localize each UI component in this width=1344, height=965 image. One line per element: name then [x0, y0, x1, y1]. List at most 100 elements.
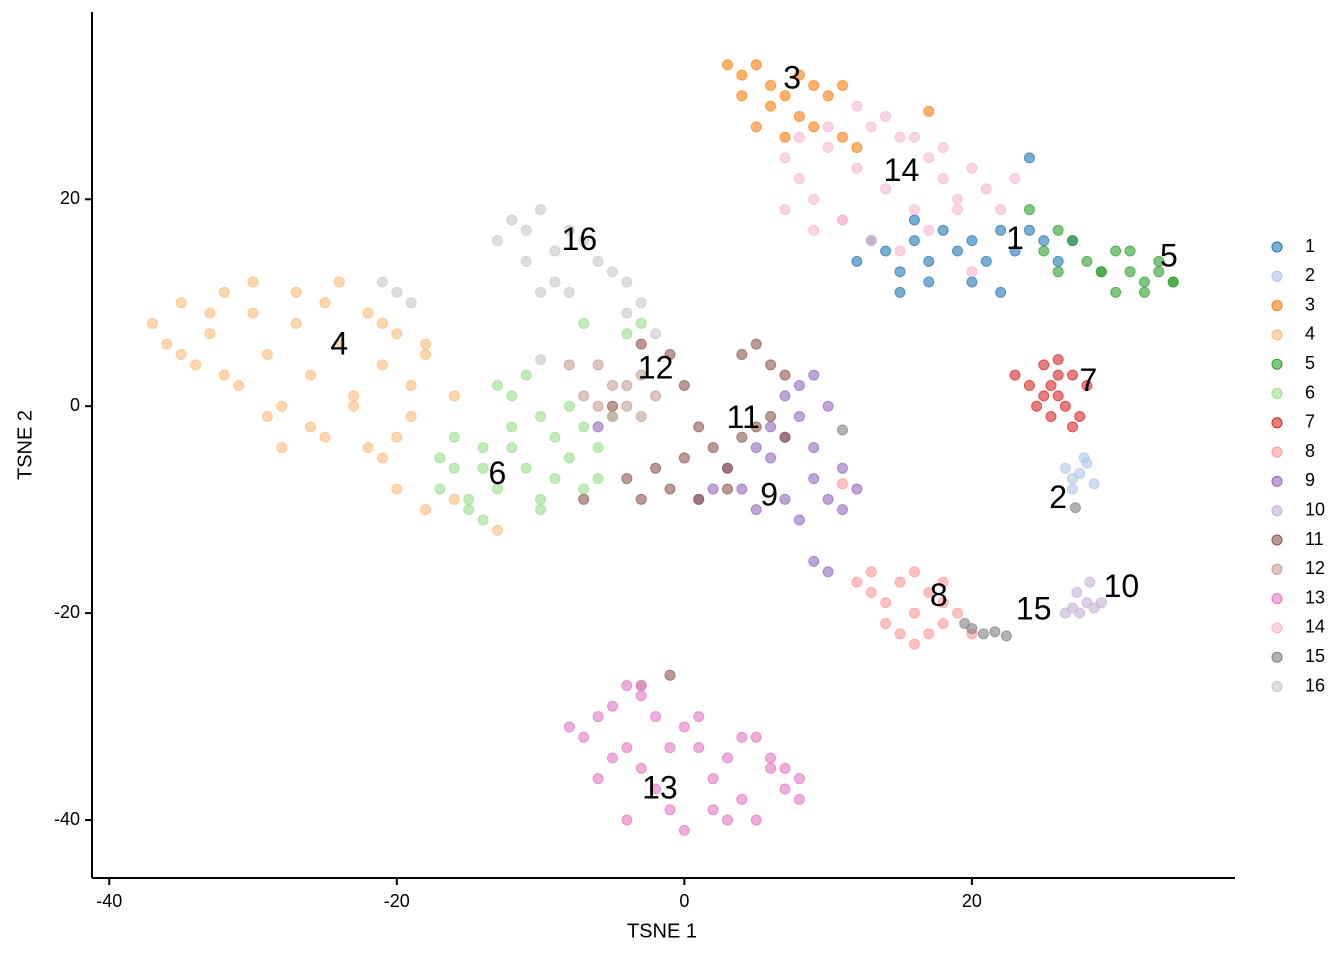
- point: [678, 721, 690, 733]
- point: [247, 276, 259, 288]
- point: [635, 317, 647, 329]
- point: [592, 711, 604, 723]
- point: [290, 317, 302, 329]
- point: [937, 576, 949, 588]
- point: [808, 79, 820, 91]
- point: [750, 814, 762, 826]
- point: [808, 121, 820, 133]
- point: [175, 297, 187, 309]
- point: [937, 224, 949, 236]
- y-tick-label: -20: [54, 602, 80, 622]
- point: [750, 338, 762, 350]
- point: [765, 752, 777, 764]
- point: [1153, 266, 1165, 278]
- point: [836, 478, 848, 490]
- point: [1069, 502, 1081, 514]
- point: [707, 804, 719, 816]
- point: [448, 462, 460, 474]
- point: [865, 566, 877, 578]
- point: [535, 204, 547, 216]
- point: [1081, 255, 1093, 267]
- point: [391, 286, 403, 298]
- legend-marker: [1271, 622, 1283, 634]
- point: [707, 483, 719, 495]
- point: [894, 286, 906, 298]
- legend-text: 8: [1305, 441, 1315, 461]
- point: [793, 173, 805, 185]
- point: [535, 493, 547, 505]
- point: [952, 204, 964, 216]
- point: [779, 204, 791, 216]
- point: [721, 59, 733, 71]
- point: [606, 752, 618, 764]
- point: [793, 380, 805, 392]
- point: [923, 224, 935, 236]
- point: [822, 566, 834, 578]
- point: [376, 359, 388, 371]
- legend-marker: [1271, 270, 1283, 282]
- point: [836, 214, 848, 226]
- point: [520, 369, 532, 381]
- point: [578, 731, 590, 743]
- point: [736, 69, 748, 81]
- point: [808, 369, 820, 381]
- point: [405, 380, 417, 392]
- point: [635, 338, 647, 350]
- legend-marker: [1271, 563, 1283, 575]
- legend-marker: [1271, 358, 1283, 370]
- legend-marker: [1271, 300, 1283, 312]
- point: [376, 452, 388, 464]
- point: [650, 390, 662, 402]
- cluster-label: 8: [930, 577, 948, 613]
- point: [822, 400, 834, 412]
- point: [635, 411, 647, 423]
- point: [880, 183, 892, 195]
- point: [535, 354, 547, 366]
- point: [650, 783, 662, 795]
- point: [765, 421, 777, 433]
- point: [1038, 359, 1050, 371]
- cluster-label: 12: [638, 349, 674, 385]
- point: [650, 462, 662, 474]
- point: [391, 431, 403, 443]
- point: [520, 255, 532, 267]
- point: [736, 793, 748, 805]
- point: [836, 462, 848, 474]
- point: [204, 307, 216, 319]
- point: [664, 483, 676, 495]
- point: [952, 245, 964, 257]
- x-tick-label: -40: [96, 891, 122, 911]
- point: [923, 105, 935, 117]
- point: [808, 473, 820, 485]
- point: [621, 680, 633, 692]
- point: [664, 348, 676, 360]
- point: [650, 711, 662, 723]
- point: [707, 442, 719, 454]
- legend-marker: [1271, 505, 1283, 517]
- point: [563, 286, 575, 298]
- point: [1023, 204, 1035, 216]
- point: [520, 462, 532, 474]
- point: [750, 59, 762, 71]
- point: [218, 369, 230, 381]
- point: [549, 276, 561, 288]
- point: [635, 690, 647, 702]
- point: [635, 297, 647, 309]
- point: [865, 586, 877, 598]
- point: [721, 483, 733, 495]
- point: [851, 255, 863, 267]
- point: [448, 493, 460, 505]
- point: [606, 266, 618, 278]
- point: [1067, 235, 1079, 247]
- point: [491, 483, 503, 495]
- point: [578, 390, 590, 402]
- point: [765, 411, 777, 423]
- point: [592, 442, 604, 454]
- point: [721, 462, 733, 474]
- point: [779, 493, 791, 505]
- point: [391, 483, 403, 495]
- point: [880, 617, 892, 629]
- cluster-label: 9: [760, 477, 778, 513]
- point: [736, 90, 748, 102]
